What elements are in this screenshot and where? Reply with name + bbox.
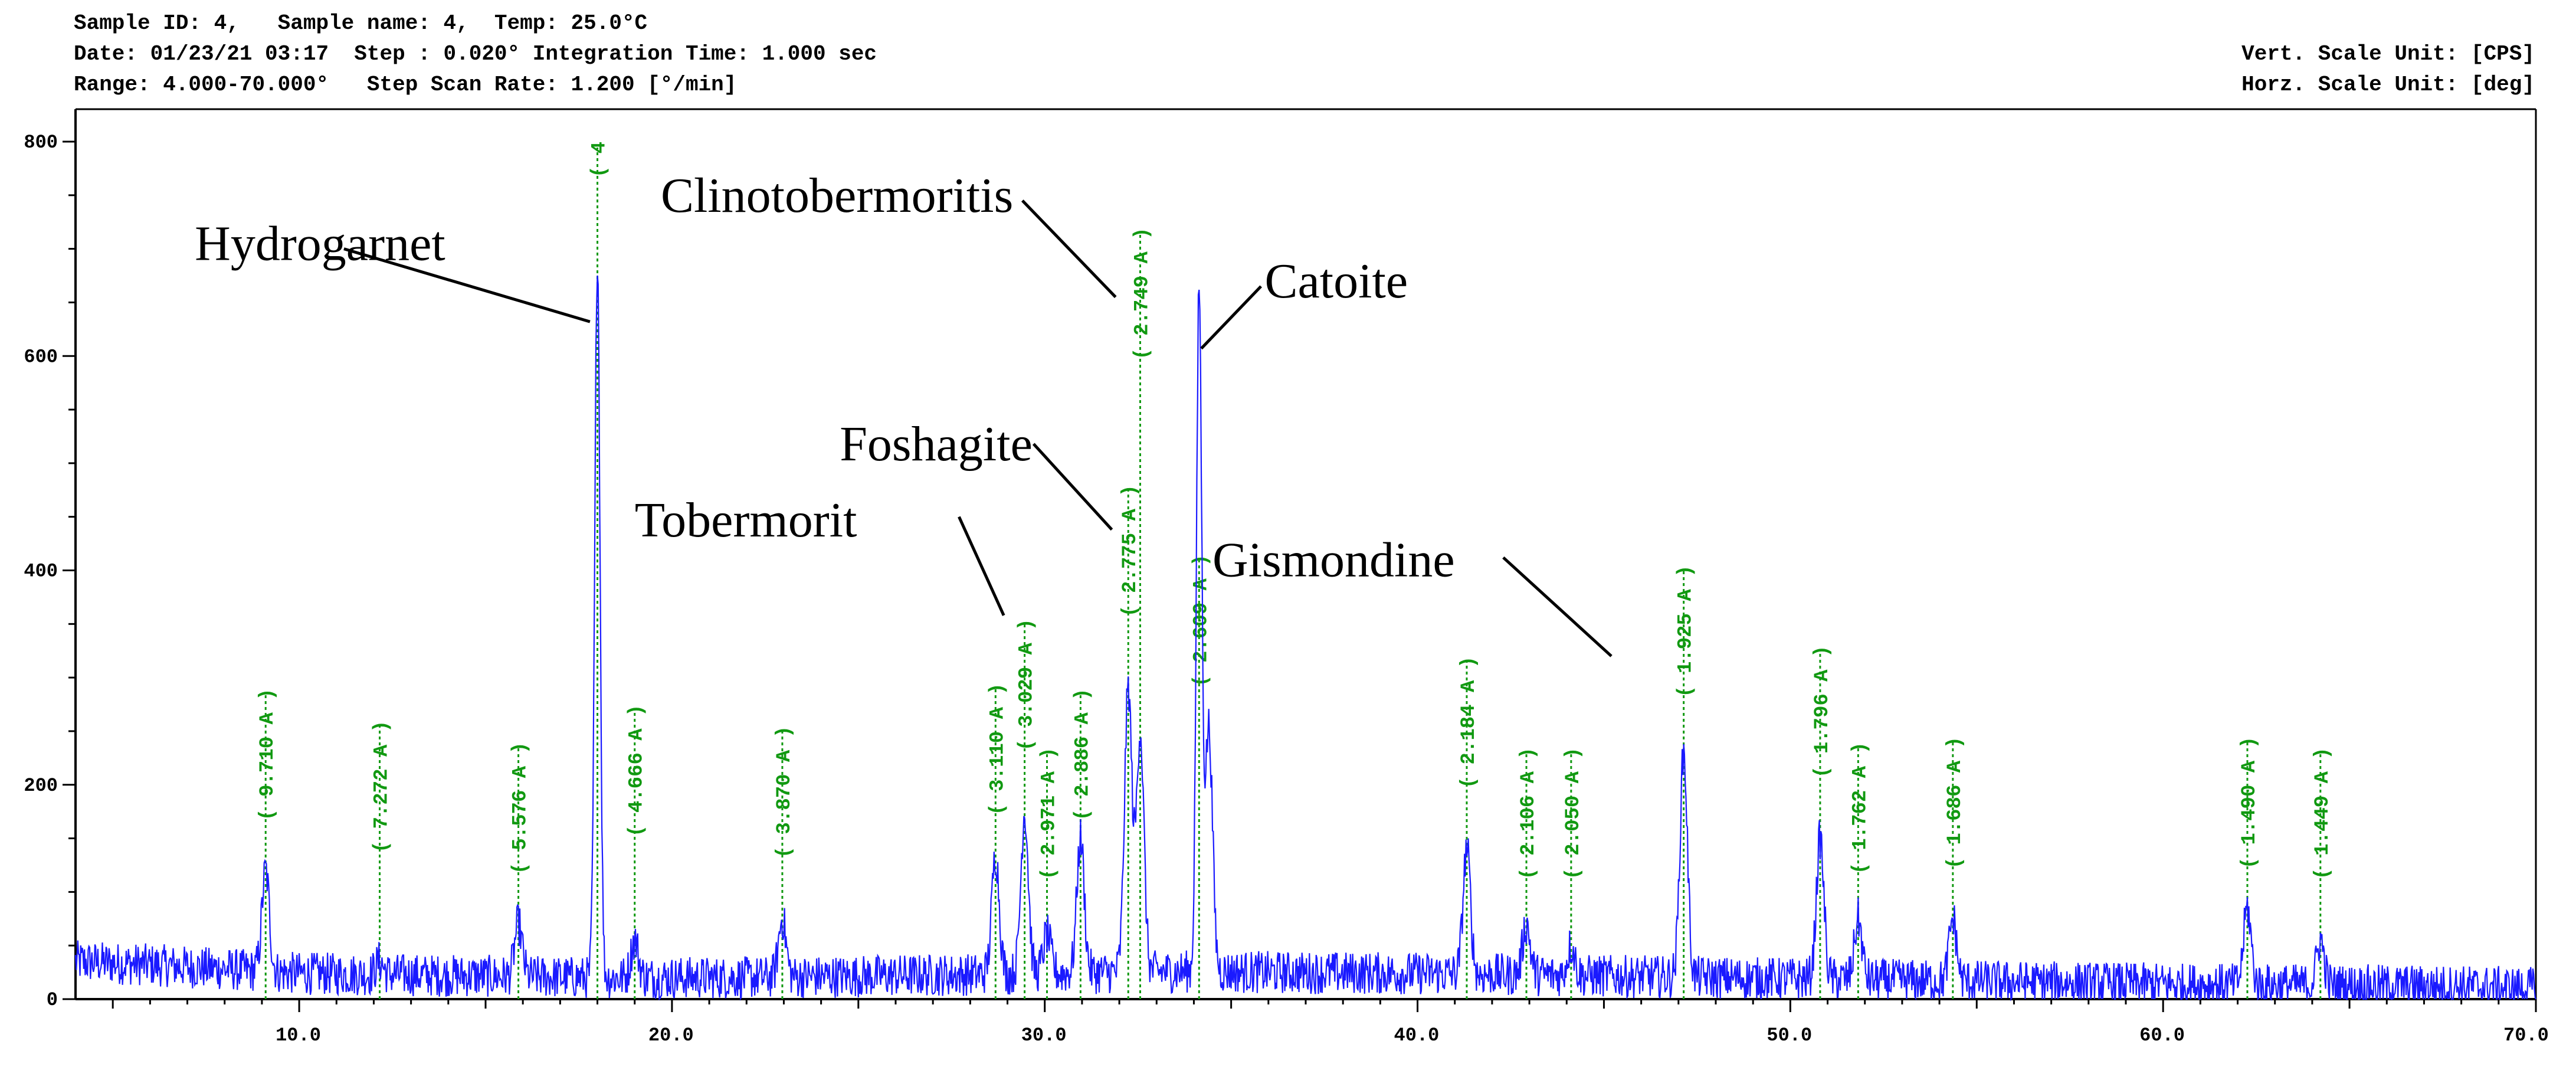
phase-annotation-label: Clinotobermoritis — [661, 168, 1013, 223]
x-tick-label: 60.0 — [2139, 1025, 2185, 1046]
vertical-scale-unit: Vert. Scale Unit: [CPS] — [2241, 42, 2535, 66]
phase-annotation-leader — [1021, 199, 1117, 299]
peak-d-spacing-label: ( 1.449 A ) — [2312, 747, 2334, 879]
peak-d-spacing-label: ( 3.110 A ) — [987, 683, 1009, 815]
x-tick-label: 70.0 — [2503, 1025, 2549, 1046]
sample-info-line: Sample ID: 4, Sample name: 4, Temp: 25.0… — [74, 11, 648, 35]
x-tick-label: 20.0 — [648, 1025, 694, 1046]
peak-d-spacing-label: ( 2.184 A ) — [1458, 656, 1480, 788]
phase-annotation-leader — [1200, 285, 1262, 350]
peak-d-spacing-label: ( 2.106 A ) — [1518, 747, 1540, 879]
phase-annotation-label: Foshagite — [840, 417, 1033, 472]
peak-d-spacing-label: ( 2.749 A ) — [1131, 227, 1153, 359]
peak-d-spacing-label: ( 1.796 A ) — [1811, 646, 1834, 778]
y-tick-label: 200 — [24, 775, 58, 797]
peak-d-spacing-label: ( 1.686 A ) — [1944, 737, 1967, 869]
x-tick-label: 50.0 — [1767, 1025, 1812, 1046]
peak-d-spacing-label: ( 9.710 A ) — [257, 688, 279, 820]
phase-annotation-leader — [958, 516, 1005, 616]
y-tick-label: 800 — [24, 132, 58, 153]
y-axis: 0 200 400 600 800 — [24, 132, 76, 1011]
peak-d-spacing-label: ( 7.272 A ) — [371, 721, 394, 853]
diffraction-pattern — [74, 275, 2537, 1001]
peak-d-spacing-label: ( 1.925 A ) — [1675, 565, 1697, 697]
peak-d-spacing-label: ( 5.576 A ) — [510, 742, 532, 874]
range-scan-line: Range: 4.000-70.000° Step Scan Rate: 1.2… — [74, 73, 737, 97]
peak-d-spacing-label: ( 3.870 A ) — [774, 726, 796, 858]
peak-markers: ( 9.710 A ) ( 7.272 A ) ( 5.576 A ) ( 4 ( 4.… — [257, 142, 2334, 999]
phase-annotation-leader — [343, 247, 591, 323]
y-tick-label: 0 — [47, 989, 58, 1011]
peak-d-spacing-label: ( 2.971 A ) — [1038, 747, 1061, 879]
x-tick-label: 10.0 — [276, 1025, 321, 1046]
phase-annotations: Hydrogarnet Clinotobermoritis Catoite Fosha… — [195, 168, 1613, 657]
peak-d-spacing-label: ( 2.775 A ) — [1119, 485, 1142, 617]
peak-d-spacing-label: ( 4 — [589, 142, 611, 178]
phase-annotation-label: Tobermorit — [635, 493, 857, 548]
peak-d-spacing-label: ( 1.762 A ) — [1849, 742, 1872, 874]
phase-annotation-label: Catoite — [1265, 254, 1408, 309]
peak-d-spacing-label: ( 2.609 A ) — [1190, 554, 1212, 686]
x-tick-label: 40.0 — [1394, 1025, 1440, 1046]
peak-d-spacing-label: ( 4.666 A ) — [626, 705, 648, 837]
peak-d-spacing-label: ( 2.050 A ) — [1562, 747, 1585, 879]
y-tick-label: 600 — [24, 346, 58, 368]
y-tick-label: 400 — [24, 561, 58, 582]
peak-d-spacing-label: ( 2.886 A ) — [1071, 688, 1094, 820]
phase-annotation-label: Gismondine — [1212, 532, 1455, 587]
x-axis: 10.0 20.0 30.0 40.0 50.0 60.0 70.0 — [112, 999, 2549, 1046]
date-step-line: Date: 01/23/21 03:17 Step : 0.020° Integ… — [74, 42, 877, 66]
phase-annotation-leader — [1502, 556, 1613, 657]
diffraction-pattern-line — [74, 275, 2537, 1001]
peak-d-spacing-label: ( 3.029 A ) — [1016, 618, 1038, 751]
phase-annotation-label: Hydrogarnet — [195, 217, 445, 271]
peak-d-spacing-label: ( 1.490 A ) — [2239, 737, 2261, 869]
x-tick-label: 30.0 — [1021, 1025, 1067, 1046]
horizontal-scale-unit: Horz. Scale Unit: [deg] — [2241, 73, 2535, 97]
phase-annotation-leader — [1032, 443, 1113, 531]
